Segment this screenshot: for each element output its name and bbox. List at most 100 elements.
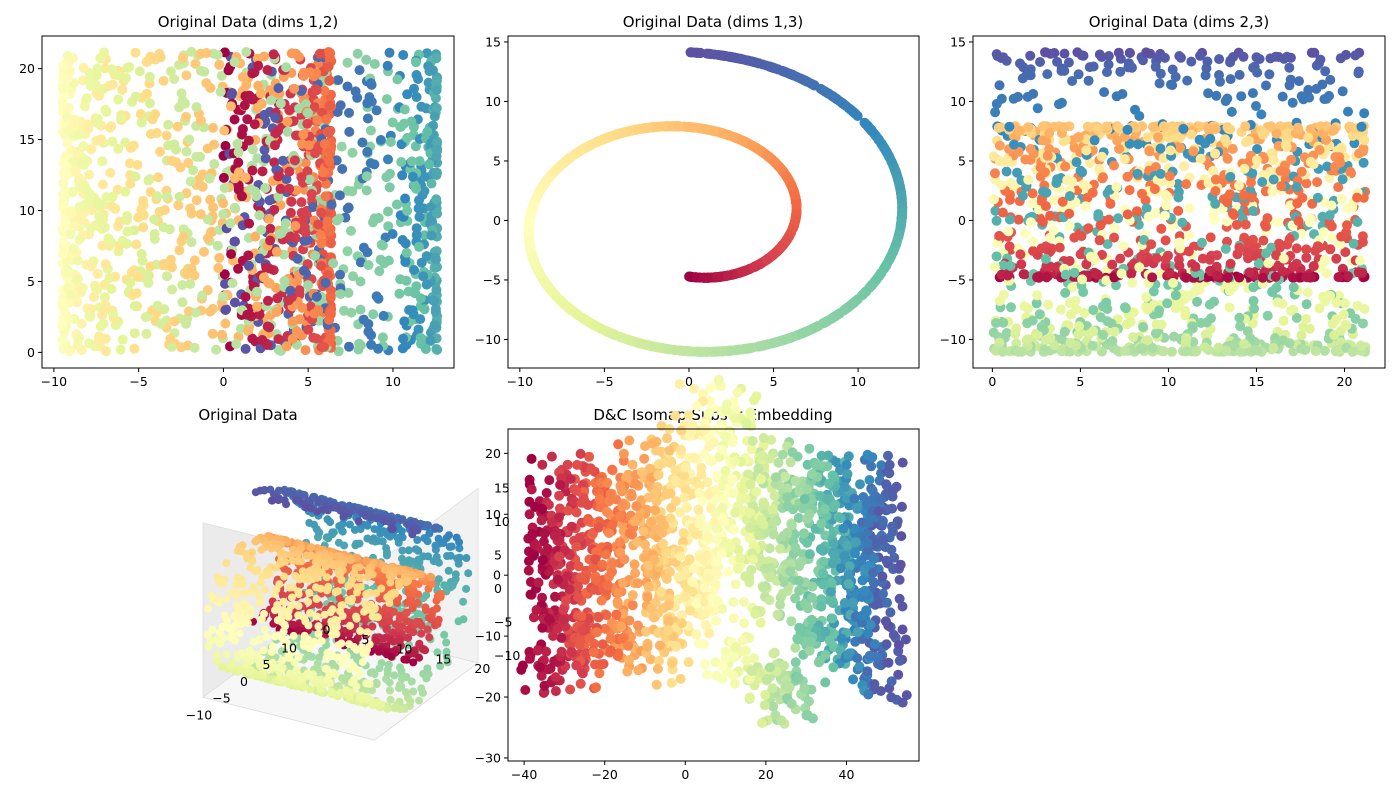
scatter-point [362,98,373,109]
scatter-point [355,276,366,287]
scatter-point [299,265,309,276]
scatter-point [670,345,681,355]
scatter-point [61,268,72,278]
scatter-point [220,140,231,151]
scatter-point [1310,346,1321,357]
scatter-point [1312,241,1323,252]
scatter-point [875,269,886,280]
scatter-point [1343,271,1354,282]
scatter-point [145,187,156,197]
scatter-point [201,78,212,89]
scatter-point [264,195,275,206]
scatter-point [1159,52,1170,63]
scatter-point [270,140,280,151]
y-tick-label: 10 [950,94,966,109]
scatter-point [279,276,290,286]
scatter-point [309,308,320,319]
scatter-point [1164,267,1175,278]
scatter-point [202,143,213,154]
scatter-point [409,83,419,94]
scatter-point [1017,190,1028,201]
scatter-point [320,277,331,288]
scatter-point [348,271,358,282]
scatter-point [1056,346,1067,357]
scatter-point [786,181,797,192]
scatter-point [1288,261,1298,272]
scatter-point [81,259,92,270]
scatter-point [322,216,333,227]
scatter-point [1136,251,1147,262]
scatter-point [1013,91,1023,102]
scatter-point [90,79,101,90]
scatter-point [213,263,224,273]
scatter-point [1261,248,1272,259]
scatter-point [1355,340,1366,351]
scatter-point [291,130,301,141]
scatter-point [411,230,422,240]
scatter-point [342,203,353,214]
scatter-point [302,108,313,118]
scatter-point [362,247,373,258]
scatter-point [375,254,386,265]
scatter-point [285,285,296,296]
scatter-point [1064,221,1075,231]
scatter-point [384,47,395,58]
scatter-point [324,226,335,237]
scatter-point [1271,282,1282,293]
scatter-point [1265,53,1276,64]
scatter-point [242,114,253,125]
scatter-point [430,306,441,317]
scatter-point [57,98,68,109]
scatter-point [362,146,373,157]
scatter-point [790,216,801,227]
scatter-point [263,277,274,288]
scatter-point [1203,88,1214,99]
scatter-point [1355,255,1366,266]
scatter-point [431,344,442,354]
y-tick-label: −5 [948,272,966,287]
scatter-point [80,156,91,166]
scatter-point [1098,172,1108,183]
scatter-point [368,309,379,320]
scatter-point [138,222,149,233]
scatter-point [1188,146,1199,157]
y-tick-label: 15 [485,34,501,49]
scatter-point [247,68,258,79]
scatter-point [58,316,69,327]
scatter-point [265,235,276,246]
scatter-point [618,333,629,344]
scatter-point [685,47,696,58]
scatter-point [1153,132,1163,143]
scatter-point [1342,203,1353,214]
scatter-point [355,257,366,268]
scatter-point [1280,139,1291,150]
scatter-point [1004,241,1015,252]
scatter-point [129,343,140,354]
scatter-point [852,111,863,121]
chart-title: Original Data (dims 2,3) [1089,13,1270,31]
scatter-point [191,195,202,206]
scatter-point [296,207,307,218]
scatter-point [106,64,117,75]
scatter-point [300,157,311,168]
scatter-point [1314,145,1325,155]
scatter-point [104,80,115,91]
scatter-point [383,221,394,232]
scatter-point [76,318,87,329]
scatter-point [159,258,169,269]
scatter-point [407,156,417,167]
scatter-point [430,252,441,263]
scatter-point [1122,319,1132,330]
scatter-point [252,301,263,312]
scatter-point [181,70,192,81]
scatter-point [1069,267,1080,278]
scatter-point [431,75,442,86]
scatter-point [1320,296,1330,307]
scatter-point [323,127,334,138]
scatter-point [1225,124,1236,135]
scatter-point [312,115,323,126]
scatter-point [425,202,436,213]
x-tick-label: 0 [219,374,227,389]
scatter-point [243,325,254,336]
scatter-point [1252,67,1263,78]
